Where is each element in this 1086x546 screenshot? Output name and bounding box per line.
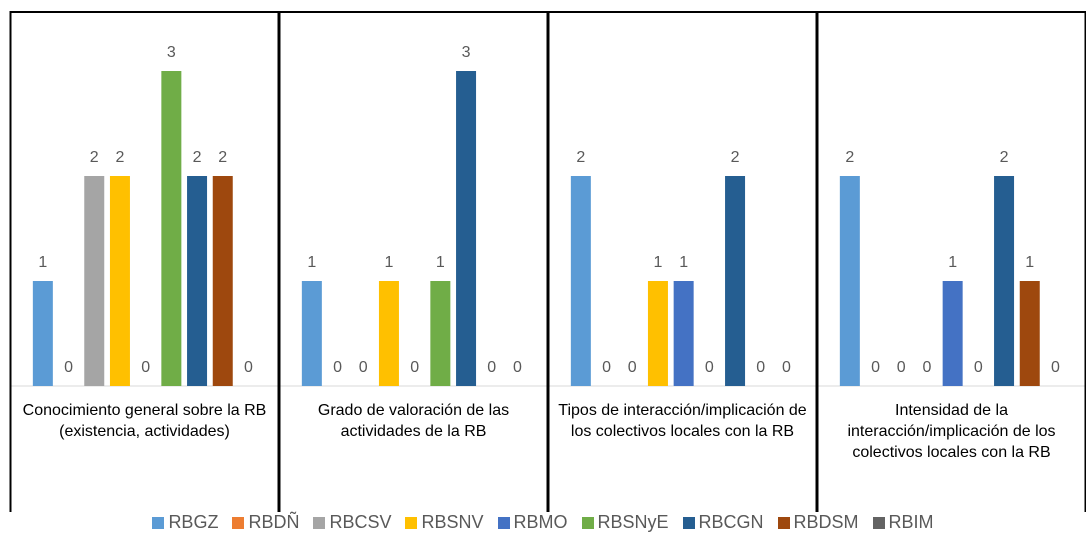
legend: RBGZ RBDÑ RBCSV RBSNV RBMO RBSNyE RBCGN RBDSM RB… xyxy=(0,512,1086,533)
bar xyxy=(32,281,53,386)
legend-label: RBDÑ xyxy=(248,512,300,532)
bar xyxy=(161,71,182,386)
value-label: 1 xyxy=(307,254,316,271)
legend-item: RBMO xyxy=(497,512,568,533)
category-label: Grado de valoración de las actividades d… xyxy=(317,402,510,440)
value-label: 0 xyxy=(922,359,931,376)
value-label: 1 xyxy=(948,254,957,271)
legend-item: RBDÑ xyxy=(232,512,299,533)
legend-label: RBIM xyxy=(888,512,934,532)
legend-swatch xyxy=(497,516,510,529)
bar xyxy=(456,71,477,386)
legend-swatch xyxy=(313,516,326,529)
bar xyxy=(430,281,451,386)
legend-item: RBSNyE xyxy=(581,512,669,533)
value-label: 0 xyxy=(410,359,419,376)
value-label: 0 xyxy=(756,359,765,376)
value-label: 2 xyxy=(845,149,854,166)
legend-swatch xyxy=(232,516,245,529)
value-label: 3 xyxy=(462,44,471,61)
bar xyxy=(673,281,694,386)
bar xyxy=(301,281,322,386)
value-label: 0 xyxy=(141,359,150,376)
value-label: 0 xyxy=(64,359,73,376)
legend-swatch xyxy=(872,516,885,529)
legend-label: RBGZ xyxy=(168,512,219,532)
legend-swatch xyxy=(152,516,165,529)
bar xyxy=(725,176,746,386)
value-label: 1 xyxy=(653,254,662,271)
legend-item: RBDSM xyxy=(777,512,859,533)
value-label: 2 xyxy=(1000,149,1009,166)
category-label: Intensidad de la interacción/implicación… xyxy=(847,402,1056,461)
legend-swatch xyxy=(682,516,695,529)
value-label: 0 xyxy=(782,359,791,376)
legend-item: RBCSV xyxy=(313,512,391,533)
bar xyxy=(1019,281,1040,386)
value-label: 2 xyxy=(218,149,227,166)
value-label: 0 xyxy=(871,359,880,376)
value-label: 1 xyxy=(679,254,688,271)
bar xyxy=(942,281,963,386)
bar xyxy=(212,176,233,386)
legend-swatch xyxy=(581,516,594,529)
value-label: 0 xyxy=(244,359,253,376)
value-label: 0 xyxy=(974,359,983,376)
value-label: 1 xyxy=(436,254,445,271)
legend-label: RBSNV xyxy=(421,512,484,532)
value-label: 2 xyxy=(576,149,585,166)
category-label: Conocimiento general sobre la RB (existe… xyxy=(22,402,267,440)
bar xyxy=(839,176,860,386)
value-label: 2 xyxy=(193,149,202,166)
bar xyxy=(570,176,591,386)
value-label: 0 xyxy=(897,359,906,376)
value-label: 2 xyxy=(90,149,99,166)
legend-swatch xyxy=(777,516,790,529)
bar xyxy=(378,281,399,386)
category-label: Tipos de interacción/implicación de los … xyxy=(558,402,807,440)
bar xyxy=(994,176,1015,386)
value-label: 2 xyxy=(731,149,740,166)
bar xyxy=(109,176,130,386)
value-label: 3 xyxy=(167,44,176,61)
value-label: 0 xyxy=(628,359,637,376)
legend-item: RBCGN xyxy=(682,512,764,533)
value-label: 0 xyxy=(487,359,496,376)
value-label: 0 xyxy=(359,359,368,376)
bar xyxy=(84,176,105,386)
value-label: 2 xyxy=(115,149,124,166)
bar xyxy=(187,176,208,386)
value-label: 1 xyxy=(38,254,47,271)
bar xyxy=(647,281,668,386)
value-label: 0 xyxy=(1051,359,1060,376)
legend-label: RBCGN xyxy=(698,512,764,532)
value-label: 0 xyxy=(602,359,611,376)
legend-label: RBSNyE xyxy=(597,512,669,532)
legend-label: RBMO xyxy=(513,512,568,532)
legend-swatch xyxy=(405,516,418,529)
legend-label: RBCSV xyxy=(329,512,392,532)
value-label: 1 xyxy=(384,254,393,271)
legend-label: RBDSM xyxy=(793,512,859,532)
legend-item: RBGZ xyxy=(152,512,218,533)
value-label: 0 xyxy=(705,359,714,376)
legend-item: RBSNV xyxy=(405,512,484,533)
legend-item: RBIM xyxy=(872,512,934,533)
value-label: 0 xyxy=(333,359,342,376)
value-label: 0 xyxy=(513,359,522,376)
value-label: 1 xyxy=(1025,254,1034,271)
